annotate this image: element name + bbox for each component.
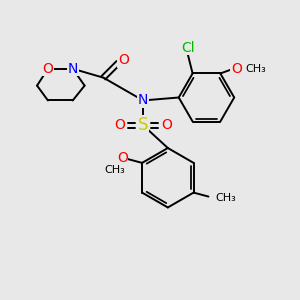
Text: O: O <box>117 151 128 165</box>
Text: CH₃: CH₃ <box>104 165 125 175</box>
Text: Cl: Cl <box>181 41 194 55</box>
Text: S: S <box>138 116 148 134</box>
Text: O: O <box>161 118 172 132</box>
Text: CH₃: CH₃ <box>215 193 236 202</box>
Text: N: N <box>138 94 148 107</box>
Text: O: O <box>114 118 125 132</box>
Text: O: O <box>43 62 53 76</box>
Text: O: O <box>231 61 242 76</box>
Text: O: O <box>118 53 129 67</box>
Text: CH₃: CH₃ <box>245 64 266 74</box>
Text: N: N <box>68 62 78 76</box>
